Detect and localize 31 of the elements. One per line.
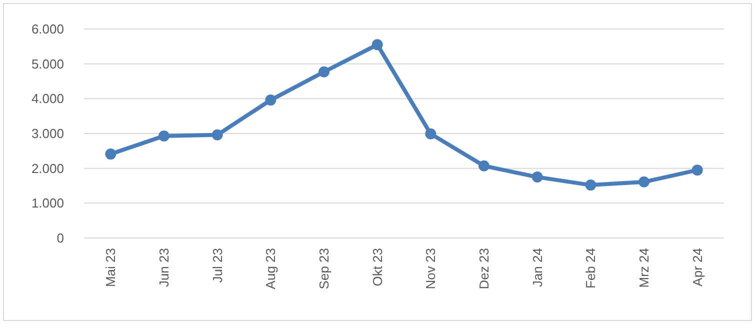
y-tick-label: 5.000 bbox=[31, 56, 64, 72]
x-tick-label: Nov 23 bbox=[423, 248, 438, 290]
point bbox=[692, 164, 703, 176]
x-tick-label: Okt 23 bbox=[370, 248, 385, 286]
x-tick-label: Mai 23 bbox=[103, 248, 118, 288]
y-tick-label: 2.000 bbox=[31, 160, 64, 176]
x-tick-label: Mrz 24 bbox=[636, 248, 652, 288]
x-tick-label: Jun 23 bbox=[156, 248, 172, 288]
x-tick-label: Jul 23 bbox=[210, 248, 225, 283]
x-tick-label: Feb 24 bbox=[583, 248, 598, 288]
point bbox=[532, 172, 543, 183]
y-tick-label: 3.000 bbox=[31, 126, 64, 142]
y-tick-label: 0 bbox=[56, 230, 64, 246]
point bbox=[318, 66, 330, 78]
point bbox=[478, 160, 490, 172]
point bbox=[638, 176, 650, 188]
x-tick-label: Sep 23 bbox=[316, 248, 332, 290]
x-tick-label: Jan 24 bbox=[530, 248, 545, 288]
point bbox=[105, 148, 116, 160]
x-tick-label: Apr 24 bbox=[690, 248, 705, 286]
y-tick-label: 4.000 bbox=[31, 91, 64, 106]
point bbox=[372, 39, 383, 50]
point bbox=[425, 128, 436, 140]
x-tick-label: Aug 23 bbox=[263, 248, 278, 290]
point bbox=[212, 129, 223, 140]
y-tick-label: 1.000 bbox=[31, 196, 64, 211]
point bbox=[265, 94, 276, 106]
y-tick-label: 6.000 bbox=[31, 22, 64, 37]
point bbox=[158, 130, 170, 142]
x-tick-label: Dez 23 bbox=[476, 248, 492, 290]
point bbox=[585, 180, 596, 191]
